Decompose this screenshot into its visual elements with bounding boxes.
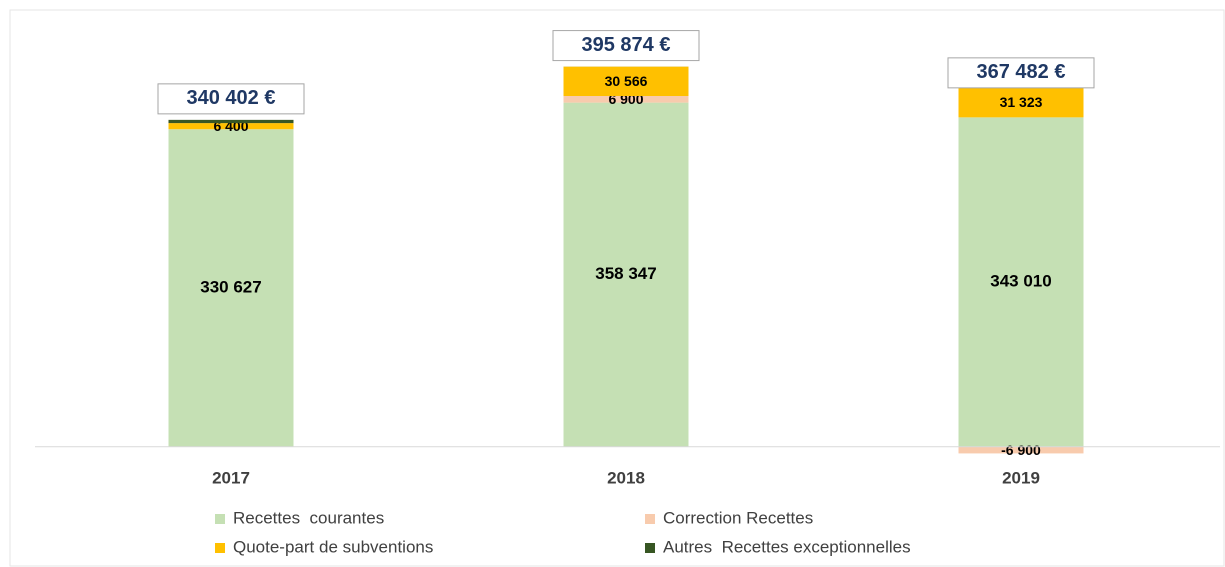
total-label: 340 402 € (187, 87, 276, 109)
x-tick-label: 2018 (607, 468, 645, 487)
legend-swatch (215, 514, 225, 524)
bar-segment (563, 66, 689, 97)
x-tick-label: 2017 (212, 468, 250, 487)
bar-segment (168, 129, 294, 447)
legend-swatch (645, 543, 655, 553)
bar-segment (168, 119, 294, 124)
bar-segment (958, 117, 1084, 447)
bar-segment (958, 446, 1084, 454)
legend-label: Correction Recettes (663, 508, 813, 527)
bar-segment (168, 123, 294, 130)
data-label: 343 010 (990, 272, 1051, 291)
bar-segment (563, 96, 689, 103)
chart-frame (9, 9, 1225, 567)
total-box (947, 57, 1095, 89)
total-label: 367 482 € (977, 61, 1066, 83)
data-label: 358 347 (595, 264, 656, 283)
total-box (552, 30, 700, 62)
legend-swatch (215, 543, 225, 553)
data-label: 31 323 (1000, 94, 1043, 110)
legend-swatch (645, 514, 655, 524)
data-label: 330 627 (200, 278, 261, 297)
legend-label: Recettes courantes (233, 508, 384, 527)
x-tick-label: 2019 (1002, 468, 1040, 487)
data-label: 30 566 (605, 73, 648, 89)
legend-label: Autres Recettes exceptionnelles (663, 537, 911, 556)
bar-segment (958, 87, 1084, 118)
bar-segment (563, 102, 689, 447)
total-box (157, 83, 305, 115)
legend-label: Quote-part de subventions (233, 537, 433, 556)
total-label: 395 874 € (582, 34, 671, 56)
data-label: -6 900 (1001, 442, 1041, 458)
